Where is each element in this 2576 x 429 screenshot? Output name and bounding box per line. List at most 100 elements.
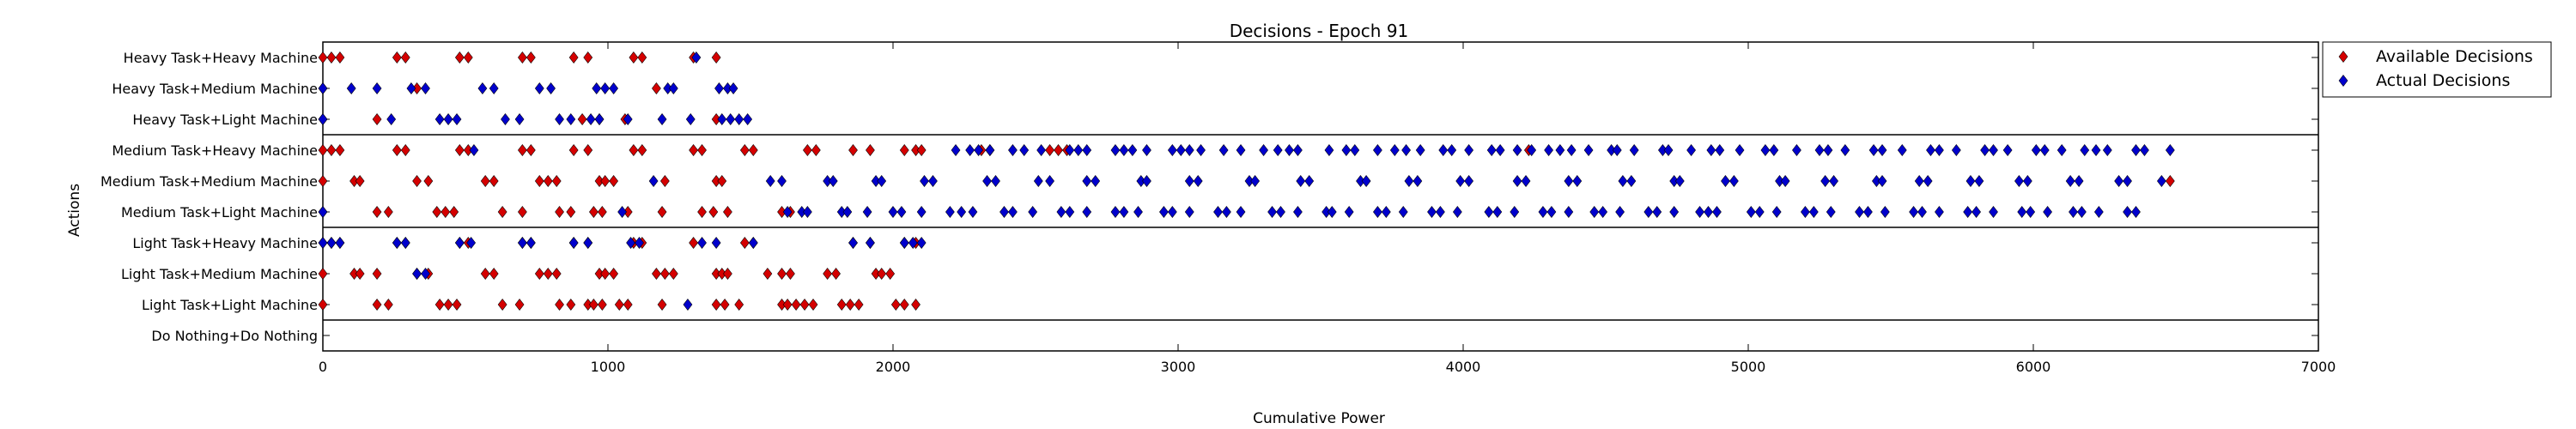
x-tick-label: 7000: [2301, 359, 2336, 375]
data-point: [1236, 144, 1246, 156]
data-point: [1401, 144, 1411, 156]
data-point: [326, 51, 337, 63]
data-point: [1236, 206, 1246, 218]
data-point: [1438, 144, 1449, 156]
data-point: [1436, 206, 1445, 218]
data-point: [982, 175, 992, 187]
data-point: [1082, 144, 1092, 156]
data-point: [1527, 144, 1537, 156]
data-point: [765, 175, 775, 187]
data-point: [2114, 175, 2123, 187]
data-point: [452, 113, 462, 125]
data-point: [1373, 206, 1382, 218]
data-point: [626, 237, 635, 249]
data-point: [443, 299, 453, 311]
data-point: [392, 237, 402, 249]
data-point: [2165, 144, 2175, 156]
data-point: [600, 268, 611, 280]
data-point: [1715, 144, 1725, 156]
data-point: [985, 144, 995, 156]
data-point: [2039, 144, 2050, 156]
data-point: [1267, 206, 1277, 218]
data-point: [668, 82, 678, 94]
data-point: [555, 299, 564, 311]
data-point: [1626, 175, 1637, 187]
y-tick-label: Do Nothing+Do Nothing: [151, 328, 318, 344]
data-point: [1389, 144, 1400, 156]
data-point: [1989, 144, 1998, 156]
data-point: [1373, 144, 1382, 156]
data-point: [648, 175, 659, 187]
data-point: [489, 268, 499, 280]
data-point: [534, 268, 544, 280]
data-point: [1951, 144, 1961, 156]
data-point: [652, 268, 661, 280]
data-point: [1455, 175, 1466, 187]
data-point: [318, 206, 328, 218]
data-point: [1184, 144, 1194, 156]
data-point: [1935, 144, 1944, 156]
data-point: [1801, 206, 1810, 218]
y-tick-label: Light Task+Light Machine: [142, 297, 318, 313]
data-point: [543, 268, 553, 280]
data-point: [466, 237, 477, 249]
data-point: [566, 299, 576, 311]
data-point: [728, 82, 738, 94]
data-point: [2065, 175, 2075, 187]
data-point: [543, 175, 553, 187]
data-point: [777, 268, 787, 280]
data-point: [1512, 144, 1522, 156]
data-point: [372, 268, 382, 280]
y-tick-label: Heavy Task+Heavy Machine: [124, 50, 318, 66]
data-point: [1877, 144, 1887, 156]
data-point: [497, 299, 507, 311]
data-point: [1110, 206, 1121, 218]
data-point: [592, 82, 602, 94]
data-point: [2002, 144, 2013, 156]
y-tick-label: Medium Task+Medium Machine: [100, 173, 318, 190]
data-point: [1133, 206, 1143, 218]
data-point: [1250, 175, 1261, 187]
data-point: [965, 144, 975, 156]
data-point: [1706, 144, 1716, 156]
data-point: [1344, 206, 1354, 218]
data-point: [318, 113, 328, 125]
legend-box: [2322, 41, 2552, 98]
data-point: [2102, 144, 2112, 156]
data-point: [1415, 144, 1425, 156]
data-point: [568, 51, 579, 63]
data-point: [318, 82, 328, 94]
data-point: [1082, 175, 1092, 187]
data-point: [1820, 175, 1831, 187]
data-point: [1327, 206, 1337, 218]
data-point: [811, 144, 821, 156]
data-point: [609, 175, 619, 187]
data-point: [657, 299, 667, 311]
data-point: [1028, 206, 1038, 218]
data-point: [372, 299, 382, 311]
y-tick-label: Medium Task+Heavy Machine: [112, 142, 318, 159]
legend-label: Actual Decisions: [2376, 71, 2510, 90]
legend-label: Available Decisions: [2376, 47, 2533, 66]
data-point: [1583, 144, 1594, 156]
data-point: [1350, 144, 1360, 156]
data-point: [1119, 144, 1129, 156]
data-point: [489, 175, 499, 187]
data-point: [1222, 206, 1231, 218]
data-point: [443, 113, 453, 125]
data-point: [583, 144, 593, 156]
data-point: [609, 268, 619, 280]
data-point: [1629, 144, 1639, 156]
data-point: [594, 113, 605, 125]
data-point: [777, 175, 787, 187]
data-point: [908, 237, 918, 249]
data-point: [1868, 144, 1879, 156]
data-point: [782, 299, 793, 311]
data-point: [534, 175, 544, 187]
data-point: [551, 175, 562, 187]
data-point: [1019, 144, 1030, 156]
data-point: [697, 144, 707, 156]
data-point: [689, 237, 698, 249]
data-point: [406, 82, 416, 94]
data-point: [739, 237, 750, 249]
